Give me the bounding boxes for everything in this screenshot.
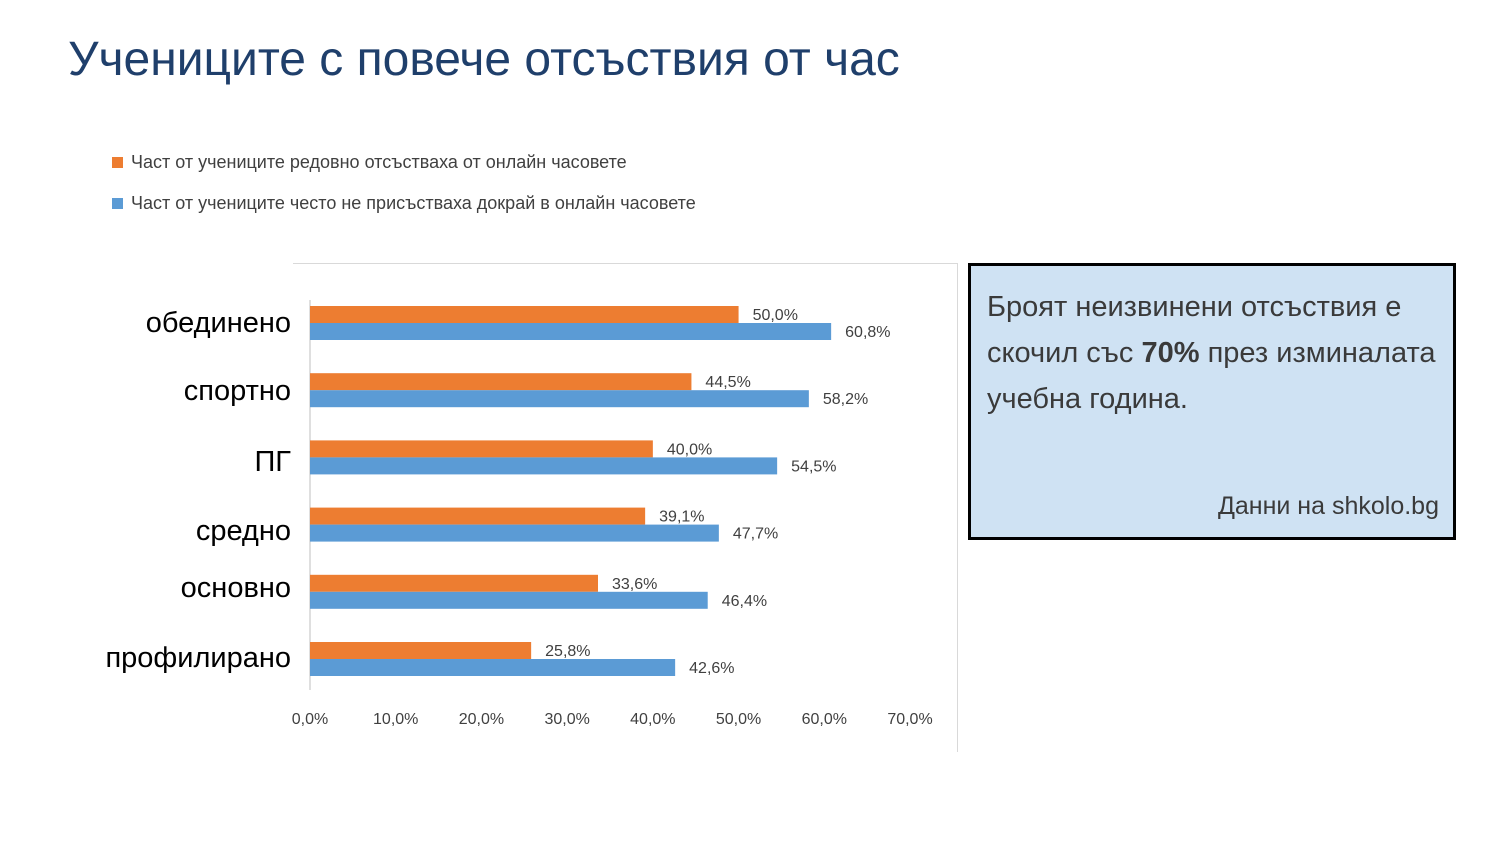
bar-series-2 bbox=[310, 457, 778, 475]
bar-series-1 bbox=[310, 507, 646, 525]
bar-series-2 bbox=[310, 659, 676, 676]
data-label-series-1: 50,0% bbox=[753, 307, 798, 324]
bar-series-1 bbox=[310, 306, 739, 323]
category-label: спортно bbox=[184, 375, 291, 407]
info-text-before: Броят неизвинени отсъствия е скочил със bbox=[987, 291, 1402, 369]
bar-series-1 bbox=[310, 440, 653, 458]
chart-plot-frame bbox=[293, 263, 958, 752]
legend-swatch-series-1 bbox=[112, 156, 123, 168]
legend-label-series-1: Част от учениците редовно отсъстваха от … bbox=[131, 151, 627, 172]
info-box: Броят неизвинени отсъствия е скочил със … bbox=[968, 263, 1456, 540]
x-tick-label: 70,0% bbox=[887, 711, 932, 728]
bar-series-2 bbox=[310, 323, 832, 340]
data-label-series-2: 47,7% bbox=[733, 526, 778, 543]
data-label-series-1: 39,1% bbox=[659, 509, 704, 526]
x-tick-label: 30,0% bbox=[544, 711, 589, 728]
data-label-series-2: 58,2% bbox=[823, 391, 868, 408]
data-label-series-1: 33,6% bbox=[612, 576, 657, 593]
x-tick-label: 40,0% bbox=[630, 711, 675, 728]
category-label: профилирано bbox=[105, 642, 291, 674]
info-text-after: през изминалата учебна година. bbox=[987, 337, 1436, 415]
data-label-series-2: 60,8% bbox=[845, 324, 890, 341]
info-highlight: 70% bbox=[1141, 337, 1200, 369]
x-tick-label: 0,0% bbox=[292, 711, 328, 728]
bar-series-1 bbox=[310, 373, 692, 391]
data-label-series-1: 40,0% bbox=[667, 441, 712, 458]
slide-title: Учениците с повече отсъствия от час bbox=[68, 33, 900, 86]
category-label: ПГ bbox=[254, 446, 291, 478]
legend-swatch-series-2 bbox=[112, 197, 123, 209]
bar-series-2 bbox=[310, 591, 708, 609]
chart-legend: Част от учениците редовно отсъстваха от … bbox=[112, 150, 696, 232]
data-label-series-2: 46,4% bbox=[722, 593, 767, 610]
data-label-series-1: 44,5% bbox=[705, 374, 750, 391]
info-source: Данни на shkolo.bg bbox=[1217, 492, 1439, 520]
x-tick-label: 20,0% bbox=[459, 711, 504, 728]
category-label: средно bbox=[196, 515, 291, 547]
legend-item-series-1: Част от учениците редовно отсъстваха от … bbox=[112, 150, 696, 174]
category-label: обединено bbox=[146, 307, 291, 339]
data-label-series-2: 54,5% bbox=[791, 458, 836, 475]
legend-item-series-2: Част от учениците често не присъстваха д… bbox=[112, 191, 696, 215]
data-label-series-1: 25,8% bbox=[545, 643, 590, 660]
x-tick-label: 10,0% bbox=[373, 711, 418, 728]
legend-label-series-2: Част от учениците често не присъстваха д… bbox=[131, 192, 696, 213]
data-label-series-2: 42,6% bbox=[689, 660, 734, 677]
info-text: Броят неизвинени отсъствия е скочил със … bbox=[987, 284, 1447, 422]
bar-series-2 bbox=[310, 390, 809, 408]
bar-series-2 bbox=[310, 524, 719, 542]
x-tick-label: 60,0% bbox=[802, 711, 847, 728]
bar-series-1 bbox=[310, 642, 532, 659]
category-label: основно bbox=[181, 572, 291, 604]
bar-series-1 bbox=[310, 574, 598, 592]
x-tick-label: 50,0% bbox=[716, 711, 761, 728]
